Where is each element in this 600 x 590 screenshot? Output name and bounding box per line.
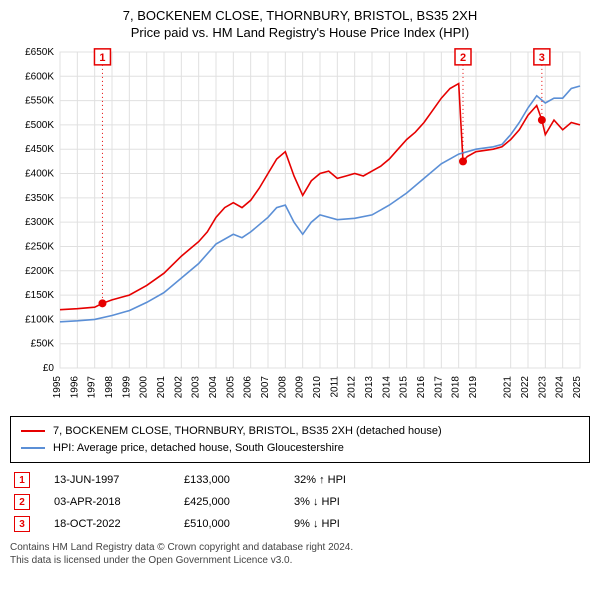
x-tick-label: 1999 bbox=[121, 376, 132, 399]
marker-date: 03-APR-2018 bbox=[54, 496, 184, 508]
marker-dot-2 bbox=[459, 157, 467, 165]
marker-date: 13-JUN-1997 bbox=[54, 474, 184, 486]
legend-label: HPI: Average price, detached house, Sout… bbox=[53, 440, 344, 457]
x-tick-label: 2016 bbox=[416, 376, 427, 399]
marker-index-box: 3 bbox=[14, 516, 30, 532]
marker-box-label-1: 1 bbox=[99, 52, 105, 64]
x-tick-label: 2007 bbox=[260, 376, 271, 399]
x-tick-label: 1998 bbox=[104, 376, 115, 399]
legend-box: 7, BOCKENEM CLOSE, THORNBURY, BRISTOL, B… bbox=[10, 416, 590, 463]
legend-label: 7, BOCKENEM CLOSE, THORNBURY, BRISTOL, B… bbox=[53, 423, 442, 440]
legend-row-0: 7, BOCKENEM CLOSE, THORNBURY, BRISTOL, B… bbox=[21, 423, 579, 440]
chart-title-block: 7, BOCKENEM CLOSE, THORNBURY, BRISTOL, B… bbox=[10, 8, 590, 40]
x-tick-label: 2022 bbox=[520, 376, 531, 399]
footer-attribution: Contains HM Land Registry data © Crown c… bbox=[10, 541, 590, 567]
marker-box-label-2: 2 bbox=[460, 52, 466, 64]
marker-table: 1 13-JUN-1997£133,00032% ↑ HPI 2 03-APR-201… bbox=[10, 469, 590, 535]
footer-line-1: Contains HM Land Registry data © Crown c… bbox=[10, 541, 590, 554]
marker-price: £425,000 bbox=[184, 496, 294, 508]
x-tick-label: 2021 bbox=[503, 376, 514, 399]
marker-index-box: 1 bbox=[14, 472, 30, 488]
y-tick-label: £50K bbox=[31, 339, 55, 350]
x-tick-label: 2014 bbox=[381, 376, 392, 399]
marker-price: £510,000 bbox=[184, 518, 294, 530]
title-line-1: 7, BOCKENEM CLOSE, THORNBURY, BRISTOL, B… bbox=[10, 8, 590, 23]
y-tick-label: £250K bbox=[25, 241, 54, 252]
x-tick-label: 1995 bbox=[52, 376, 63, 399]
x-tick-label: 2001 bbox=[156, 376, 167, 399]
x-tick-label: 2000 bbox=[139, 376, 150, 399]
x-tick-label: 2025 bbox=[572, 376, 583, 399]
x-tick-label: 1997 bbox=[87, 376, 98, 399]
x-tick-label: 2005 bbox=[225, 376, 236, 399]
y-tick-label: £450K bbox=[25, 144, 54, 155]
marker-delta: 3% ↓ HPI bbox=[294, 496, 414, 508]
x-tick-label: 2008 bbox=[277, 376, 288, 399]
marker-table-row-2: 2 03-APR-2018£425,0003% ↓ HPI bbox=[10, 491, 590, 513]
x-tick-label: 2003 bbox=[191, 376, 202, 399]
x-tick-label: 2015 bbox=[399, 376, 410, 399]
chart-area: £0 £50K £100K £150K £200K £250K £300K £350K £400… bbox=[10, 48, 590, 408]
y-tick-label: £350K bbox=[25, 193, 54, 204]
title-line-2: Price paid vs. HM Land Registry's House … bbox=[10, 25, 590, 40]
marker-table-row-3: 3 18-OCT-2022£510,0009% ↓ HPI bbox=[10, 513, 590, 535]
x-tick-label: 2017 bbox=[433, 376, 444, 399]
marker-price: £133,000 bbox=[184, 474, 294, 486]
footer-line-2: This data is licensed under the Open Gov… bbox=[10, 554, 590, 567]
y-tick-label: £600K bbox=[25, 71, 54, 82]
x-tick-label: 2019 bbox=[468, 376, 479, 399]
marker-delta: 9% ↓ HPI bbox=[294, 518, 414, 530]
x-tick-label: 2006 bbox=[243, 376, 254, 399]
y-tick-label: £300K bbox=[25, 217, 54, 228]
marker-dot-3 bbox=[538, 116, 546, 124]
x-tick-label: 2010 bbox=[312, 376, 323, 399]
x-tick-label: 2011 bbox=[329, 376, 340, 398]
legend-row-1: HPI: Average price, detached house, Sout… bbox=[21, 440, 579, 457]
x-tick-label: 1996 bbox=[69, 376, 80, 399]
x-tick-label: 2023 bbox=[537, 376, 548, 399]
y-tick-label: £0 bbox=[43, 363, 55, 374]
legend-swatch bbox=[21, 430, 45, 432]
x-tick-label: 2002 bbox=[173, 376, 184, 399]
x-tick-label: 2024 bbox=[555, 376, 566, 399]
y-tick-label: £500K bbox=[25, 120, 54, 131]
y-tick-label: £650K bbox=[25, 48, 54, 58]
y-tick-label: £100K bbox=[25, 314, 54, 325]
x-tick-label: 2004 bbox=[208, 376, 219, 399]
legend-swatch bbox=[21, 447, 45, 449]
line-chart-svg: £0 £50K £100K £150K £200K £250K £300K £350K £400… bbox=[10, 48, 590, 408]
marker-box-label-3: 3 bbox=[539, 52, 545, 64]
marker-date: 18-OCT-2022 bbox=[54, 518, 184, 530]
marker-table-row-1: 1 13-JUN-1997£133,00032% ↑ HPI bbox=[10, 469, 590, 491]
marker-dot-1 bbox=[98, 299, 106, 307]
y-tick-label: £400K bbox=[25, 169, 54, 180]
x-tick-label: 2013 bbox=[364, 376, 375, 399]
marker-delta: 32% ↑ HPI bbox=[294, 474, 414, 486]
y-tick-label: £150K bbox=[25, 290, 54, 301]
x-tick-label: 2009 bbox=[295, 376, 306, 399]
x-tick-label: 2012 bbox=[347, 376, 358, 399]
y-tick-label: £200K bbox=[25, 266, 54, 277]
x-tick-label: 2018 bbox=[451, 376, 462, 399]
y-tick-label: £550K bbox=[25, 96, 54, 107]
marker-index-box: 2 bbox=[14, 494, 30, 510]
